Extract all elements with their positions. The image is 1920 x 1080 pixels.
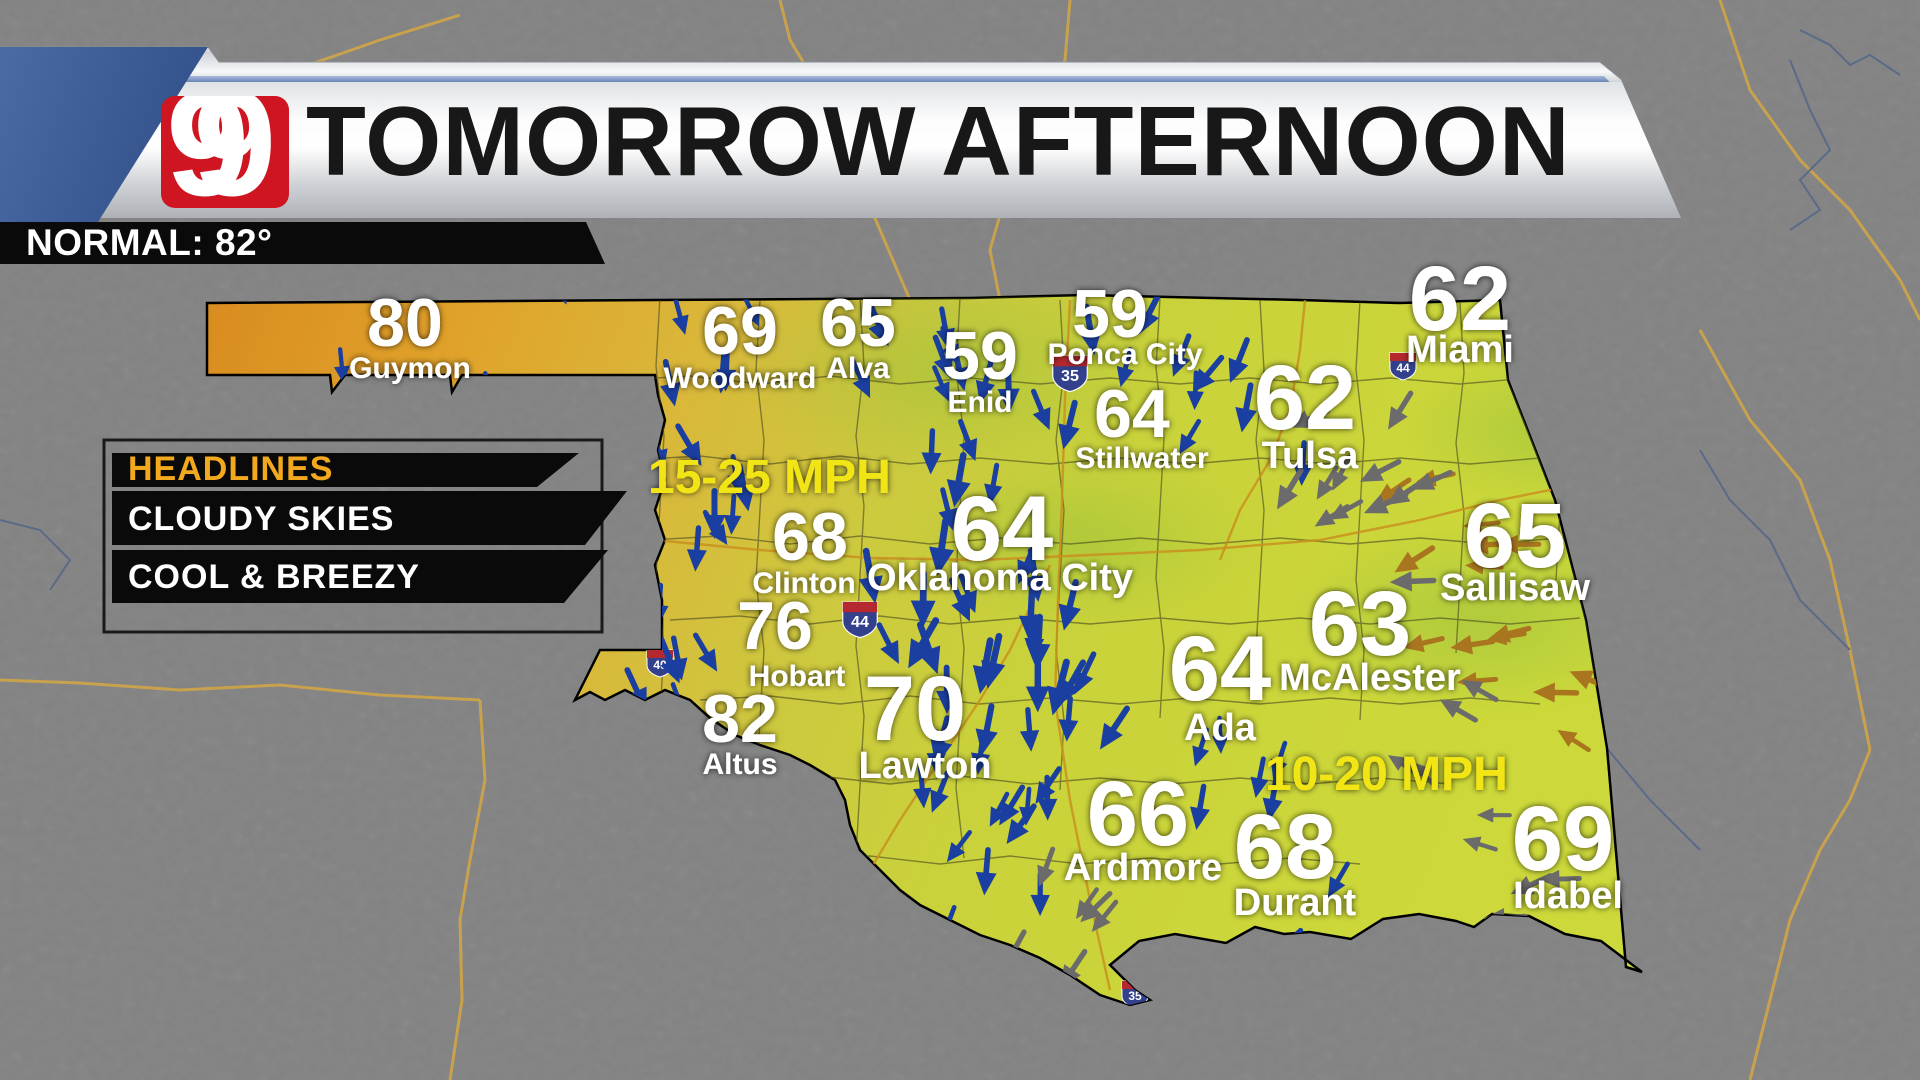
svg-text:Durant: Durant xyxy=(1234,882,1357,924)
svg-text:69: 69 xyxy=(702,293,778,369)
svg-text:62: 62 xyxy=(1254,347,1356,449)
svg-text:Woodward: Woodward xyxy=(664,362,817,395)
svg-text:Ardmore: Ardmore xyxy=(1064,847,1222,889)
svg-text:Miami: Miami xyxy=(1406,329,1514,371)
svg-text:Stillwater: Stillwater xyxy=(1075,442,1209,475)
svg-text:76: 76 xyxy=(737,588,813,664)
svg-text:Idabel: Idabel xyxy=(1513,875,1623,917)
svg-text:Alva: Alva xyxy=(826,352,890,385)
svg-text:Guymon: Guymon xyxy=(349,352,471,385)
svg-text:65: 65 xyxy=(820,285,896,361)
svg-text:80: 80 xyxy=(367,285,443,361)
svg-text:Lawton: Lawton xyxy=(859,745,992,787)
svg-text:Ada: Ada xyxy=(1184,707,1257,749)
svg-text:Sallisaw: Sallisaw xyxy=(1440,567,1590,609)
svg-text:59: 59 xyxy=(942,318,1018,394)
svg-text:McAlester: McAlester xyxy=(1279,657,1461,699)
svg-text:64: 64 xyxy=(1094,376,1170,452)
svg-text:64: 64 xyxy=(1169,618,1271,720)
svg-text:15-25 MPH: 15-25 MPH xyxy=(648,451,891,504)
svg-text:68: 68 xyxy=(772,499,848,575)
svg-text:Altus: Altus xyxy=(703,748,778,781)
svg-text:Ponca City: Ponca City xyxy=(1047,338,1202,371)
svg-text:Enid: Enid xyxy=(948,386,1013,419)
svg-text:Tulsa: Tulsa xyxy=(1262,435,1359,477)
svg-text:Oklahoma City: Oklahoma City xyxy=(867,557,1133,599)
svg-text:10-20 MPH: 10-20 MPH xyxy=(1265,748,1508,801)
svg-text:82: 82 xyxy=(702,681,778,757)
